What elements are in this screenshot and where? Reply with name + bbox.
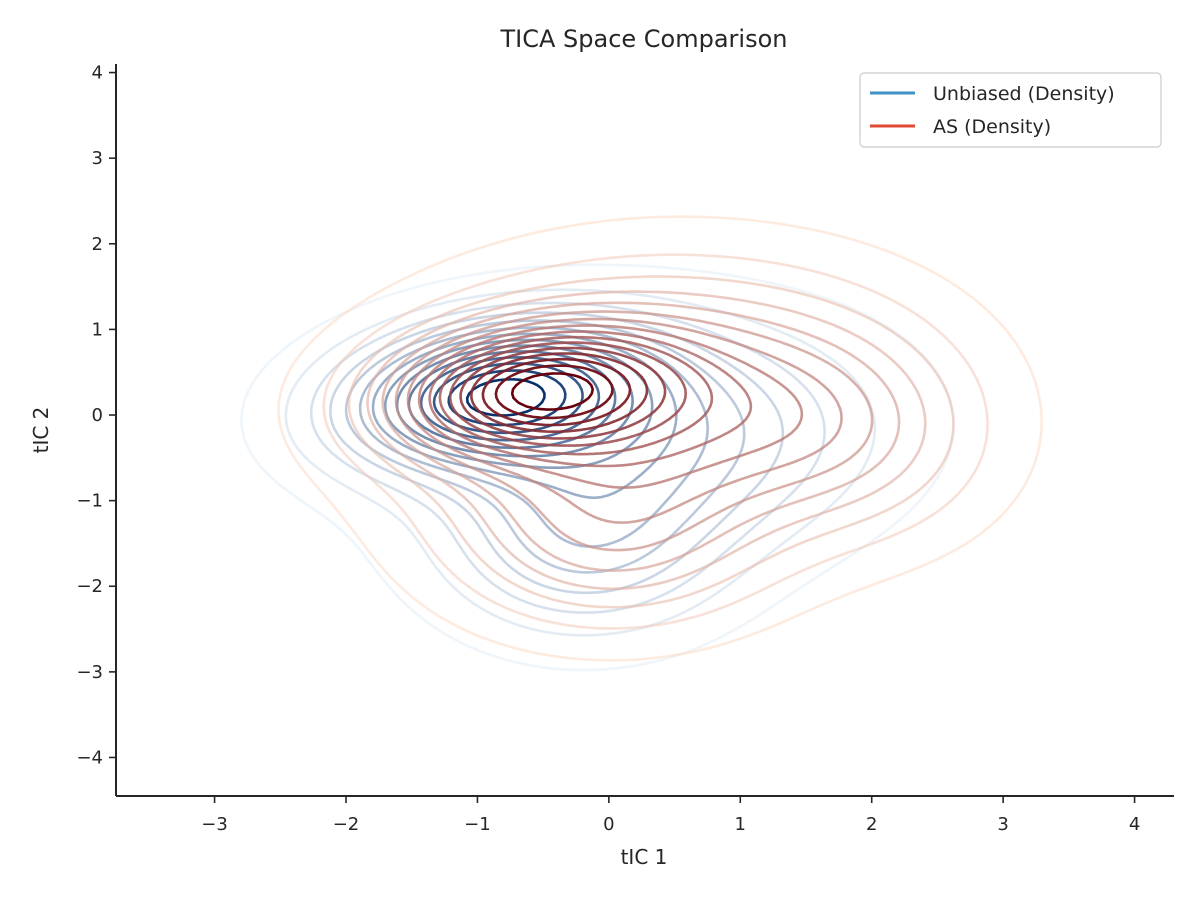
y-tick-label: 2 [92,234,103,255]
y-tick-label: −1 [76,491,103,512]
y-tick-label: −4 [76,747,103,768]
contour-line-as [438,335,714,456]
contour-line-unbiased [344,319,746,574]
x-tick-label: −3 [201,814,228,835]
contour-line-as [428,330,753,468]
contour-line-as [510,372,594,411]
contour-line-as [394,310,874,552]
y-tick-label: −3 [76,662,103,683]
x-tick-label: −1 [464,814,491,835]
contour-line-as [448,341,687,447]
contour-line-as [366,290,927,591]
contour-layer [240,215,1043,672]
legend-box [859,72,1162,148]
contour-line-as [494,364,614,420]
x-tick-label: 4 [1129,814,1140,835]
contour-line-as [322,253,989,630]
contour-line-as [406,317,843,524]
chart-title: TICA Space Comparison [499,25,787,53]
legend-label: Unbiased (Density) [933,83,1115,105]
contour-line-as [470,352,649,433]
y-axis-label: tIC 2 [29,407,53,454]
y-tick-label: 0 [92,405,103,426]
x-tick-label: 3 [997,814,1008,835]
contour-line-as [417,324,804,489]
x-tick-label: −2 [333,814,360,835]
y-tick-label: 1 [92,319,103,340]
y-tick-label: 3 [92,148,103,169]
contour-line-as [481,357,632,427]
y-ticks: −4 −3 −2 −1 0 1 2 3 4 [76,63,116,768]
contour-line-as [459,346,667,440]
x-ticks: −3 −2 −1 0 1 2 3 4 [201,796,1140,835]
legend: Unbiased (Density) AS (Density) [859,72,1162,148]
x-tick-label: 0 [603,814,614,835]
x-tick-label: 1 [735,814,746,835]
x-tick-label: 2 [866,814,877,835]
y-tick-label: −2 [76,576,103,597]
y-tick-label: 4 [92,63,103,84]
legend-label: AS (Density) [933,116,1051,138]
contour-line-as [381,301,901,572]
x-axis-label: tIC 1 [621,845,668,869]
contour-line-as [277,215,1043,662]
contour-line-as [347,275,955,609]
axes [115,64,1174,797]
